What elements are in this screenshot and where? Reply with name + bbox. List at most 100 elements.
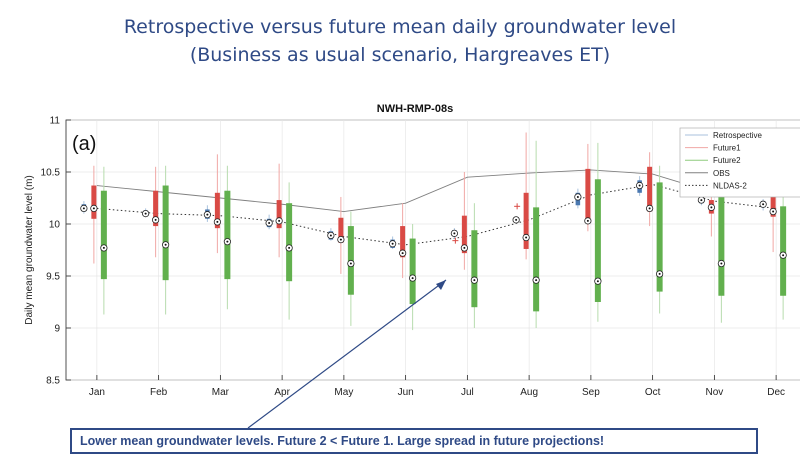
box-iqr — [533, 207, 540, 312]
box-groups — [80, 132, 787, 331]
future2-box-sep — [594, 142, 602, 322]
box-iqr — [471, 230, 478, 308]
box-median-dot — [658, 272, 661, 275]
box-median-dot — [515, 218, 518, 221]
box-iqr — [461, 215, 467, 254]
box-median-dot — [453, 232, 456, 235]
box-iqr — [338, 217, 344, 243]
box-median-dot — [206, 213, 209, 216]
x-tick-label: Jun — [398, 387, 414, 398]
box-median-dot — [278, 219, 281, 222]
box-median-dot — [525, 236, 528, 239]
y-axis-label: Daily mean groundwater level (m) — [24, 175, 35, 325]
box-iqr — [276, 200, 282, 229]
box-iqr — [214, 192, 220, 229]
plot-area — [65, 119, 800, 381]
y-axis: 8.5 9 9.5 10 10.5 11 — [41, 116, 71, 387]
outlier-marker — [452, 237, 459, 244]
future2-box-jul — [470, 203, 478, 328]
future2-box-nov — [717, 176, 725, 323]
box-median-dot — [463, 246, 466, 249]
future1-box-jul — [460, 172, 468, 270]
box-median-dot — [288, 246, 291, 249]
future2-box-dec — [779, 186, 787, 320]
box-median-dot — [596, 280, 599, 283]
future1-box-oct — [646, 152, 654, 227]
box-median-dot — [82, 207, 85, 210]
box-median-dot — [102, 246, 105, 249]
callout-arrowhead — [436, 280, 446, 290]
y-tick-label: 11 — [50, 116, 61, 127]
future2-box-feb — [162, 165, 170, 315]
box-median-dot — [782, 254, 785, 257]
future1-box-sep — [584, 143, 592, 232]
x-tick-label: May — [334, 387, 353, 398]
x-tick-label: Nov — [705, 387, 723, 398]
future1-box-feb — [152, 166, 160, 258]
box-iqr — [718, 194, 725, 296]
box-median-dot — [391, 242, 394, 245]
box-median-dot — [411, 277, 414, 280]
x-tick-label: Sep — [582, 387, 600, 398]
legend-entry: Retrospective — [713, 131, 762, 140]
slide-title-line-2: (Business as usual scenario, Hargreaves … — [189, 44, 611, 66]
y-tick-label: 8.5 — [46, 376, 60, 387]
box-iqr — [224, 190, 231, 280]
retrospective-box-mar — [203, 205, 211, 222]
callout-box: Lower mean groundwater levels. Future 2 … — [70, 428, 758, 454]
retrospective-box-jul — [450, 228, 458, 239]
box-iqr — [780, 206, 787, 296]
box-median-dot — [401, 252, 404, 255]
chart-title: NWH-RMP-08s — [377, 103, 453, 115]
box-iqr — [91, 185, 97, 219]
y-tick-label: 9 — [54, 324, 60, 335]
panel-label: (a) — [72, 133, 96, 155]
box-iqr — [286, 203, 293, 282]
box-median-dot — [154, 218, 157, 221]
future1-box-jan — [90, 165, 98, 264]
obs-line — [96, 169, 777, 212]
outlier-marker — [514, 203, 521, 210]
retrospective-box-jan — [80, 201, 88, 214]
legend-entry: NLDAS-2 — [713, 181, 747, 190]
future2-box-mar — [223, 165, 231, 310]
box-median-dot — [762, 203, 765, 206]
y-tick-label: 10 — [49, 220, 61, 231]
box-median-dot — [144, 212, 147, 215]
box-median-dot — [92, 207, 95, 210]
retrospective-box-oct — [636, 176, 644, 196]
y-tick-label: 10.5 — [41, 168, 61, 179]
retrospective-box-feb — [142, 208, 150, 218]
future2-box-apr — [285, 182, 293, 320]
box-median-dot — [535, 279, 538, 282]
box-iqr — [585, 168, 591, 223]
box-median-dot — [473, 279, 476, 282]
box-iqr — [153, 190, 159, 227]
future1-box-jun — [399, 203, 407, 279]
future2-box-aug — [532, 140, 540, 328]
retrospective-box-dec — [759, 199, 767, 211]
legend-entry: Future1 — [713, 144, 741, 153]
chart-legend: Retrospective Future1 Future2 OBS NLDAS-2 — [679, 127, 800, 198]
box-median-dot — [638, 184, 641, 187]
box-median-dot — [226, 240, 229, 243]
future2-box-may — [347, 211, 355, 326]
box-median-dot — [720, 262, 723, 265]
x-tick-label: Apr — [274, 387, 290, 398]
x-tick-label: Mar — [212, 387, 230, 398]
box-median-dot — [349, 262, 352, 265]
y-tick-label: 9.5 — [46, 272, 60, 283]
retrospective-box-sep — [574, 188, 582, 209]
future1-box-mar — [213, 154, 221, 254]
box-median-dot — [772, 210, 775, 213]
box-median-dot — [216, 220, 219, 223]
box-median-dot — [700, 199, 703, 202]
box-median-dot — [576, 195, 579, 198]
future1-box-apr — [275, 163, 283, 258]
x-tick-label: Feb — [150, 387, 168, 398]
future2-box-jan — [100, 166, 108, 315]
x-tick-label: Jul — [461, 387, 474, 398]
box-median-dot — [710, 206, 713, 209]
x-tick-label: Aug — [520, 387, 538, 398]
